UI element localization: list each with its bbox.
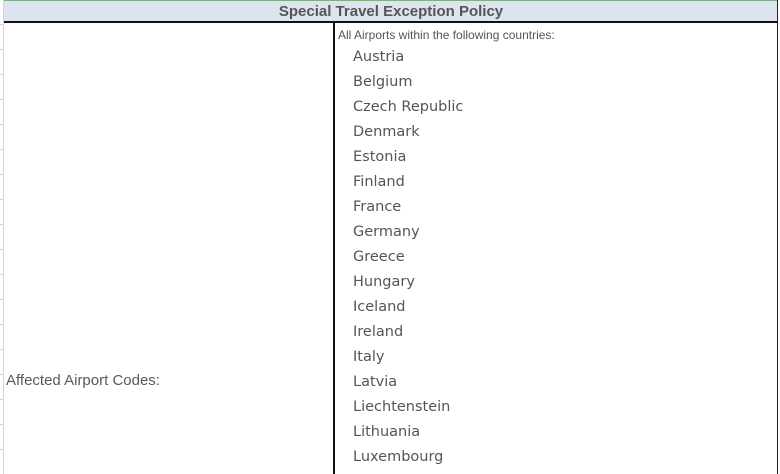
country-item[interactable]: Estonia: [353, 149, 407, 165]
country-item[interactable]: Finland: [353, 174, 405, 190]
country-item[interactable]: Latvia: [353, 374, 398, 390]
country-item[interactable]: Italy: [353, 349, 385, 365]
country-list: Austria Belgium Czech Republic Denmark Eston…: [353, 47, 463, 472]
affected-airport-codes-label[interactable]: Affected Airport Codes:: [6, 372, 160, 389]
country-item[interactable]: Germany: [353, 224, 420, 240]
country-item[interactable]: Liechtenstein: [353, 399, 451, 415]
country-item[interactable]: Denmark: [353, 124, 420, 140]
column-divider: [333, 22, 335, 474]
country-item[interactable]: Greece: [353, 249, 405, 265]
country-item[interactable]: Iceland: [353, 299, 406, 315]
country-item[interactable]: Lithuania: [353, 424, 421, 440]
country-item[interactable]: Ireland: [353, 324, 404, 340]
row-gridlines: [0, 0, 4, 474]
countries-intro[interactable]: All Airports within the following countr…: [338, 28, 555, 42]
country-item[interactable]: Czech Republic: [353, 99, 464, 115]
country-item[interactable]: Austria: [353, 49, 405, 65]
country-item[interactable]: Luxembourg: [353, 449, 444, 465]
page-title[interactable]: Special Travel Exception Policy: [4, 0, 778, 23]
right-border: [777, 0, 778, 474]
country-item[interactable]: Hungary: [353, 274, 415, 290]
country-item[interactable]: Belgium: [353, 74, 413, 90]
country-item[interactable]: France: [353, 199, 402, 215]
